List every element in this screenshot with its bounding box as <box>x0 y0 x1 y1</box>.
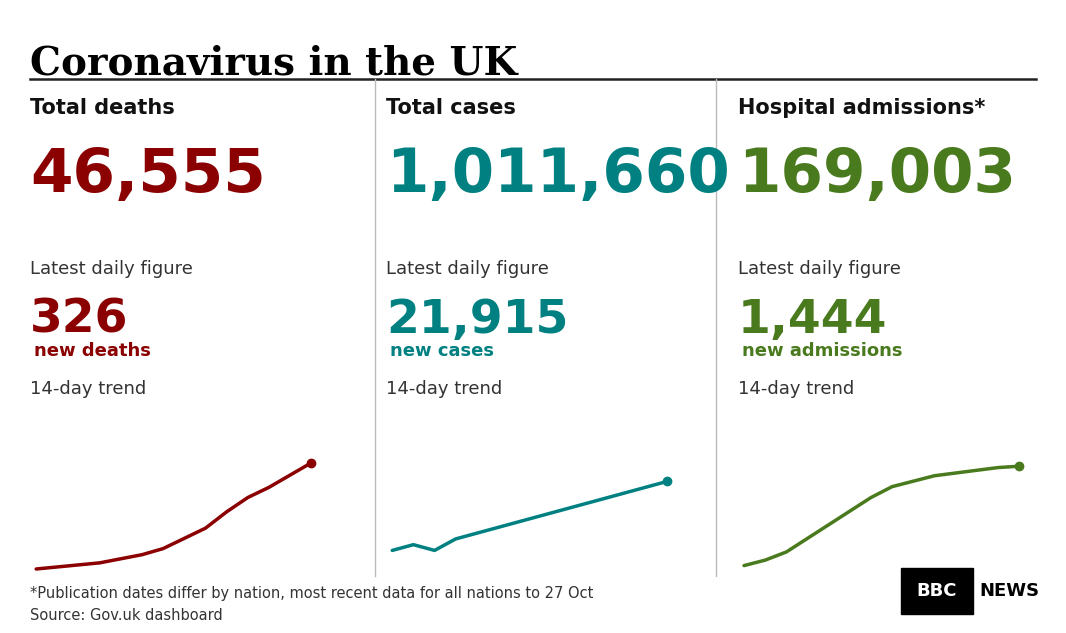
Text: new cases: new cases <box>390 342 495 360</box>
Text: 1,011,660: 1,011,660 <box>386 146 729 204</box>
Text: 326: 326 <box>30 298 128 342</box>
Text: 21,915: 21,915 <box>386 298 568 342</box>
Text: 169,003: 169,003 <box>738 146 1016 204</box>
Text: 14-day trend: 14-day trend <box>30 380 146 398</box>
Text: 14-day trend: 14-day trend <box>738 380 854 398</box>
Text: new deaths: new deaths <box>34 342 151 360</box>
FancyBboxPatch shape <box>901 568 973 614</box>
Text: *Publication dates differ by nation, most recent data for all nations to 27 Oct: *Publication dates differ by nation, mos… <box>30 586 593 601</box>
Text: 46,555: 46,555 <box>30 146 265 204</box>
Text: Latest daily figure: Latest daily figure <box>738 260 901 277</box>
Text: 1,444: 1,444 <box>738 298 887 342</box>
Text: Latest daily figure: Latest daily figure <box>30 260 193 277</box>
Text: Source: Gov.uk dashboard: Source: Gov.uk dashboard <box>30 608 223 623</box>
Text: Hospital admissions*: Hospital admissions* <box>738 98 985 118</box>
Text: 14-day trend: 14-day trend <box>386 380 502 398</box>
Text: Total cases: Total cases <box>386 98 516 118</box>
Text: BBC: BBC <box>917 582 957 600</box>
Text: new admissions: new admissions <box>742 342 903 360</box>
Text: NEWS: NEWS <box>980 582 1039 600</box>
Text: Total deaths: Total deaths <box>30 98 175 118</box>
Text: Latest daily figure: Latest daily figure <box>386 260 549 277</box>
Text: Coronavirus in the UK: Coronavirus in the UK <box>30 44 517 82</box>
